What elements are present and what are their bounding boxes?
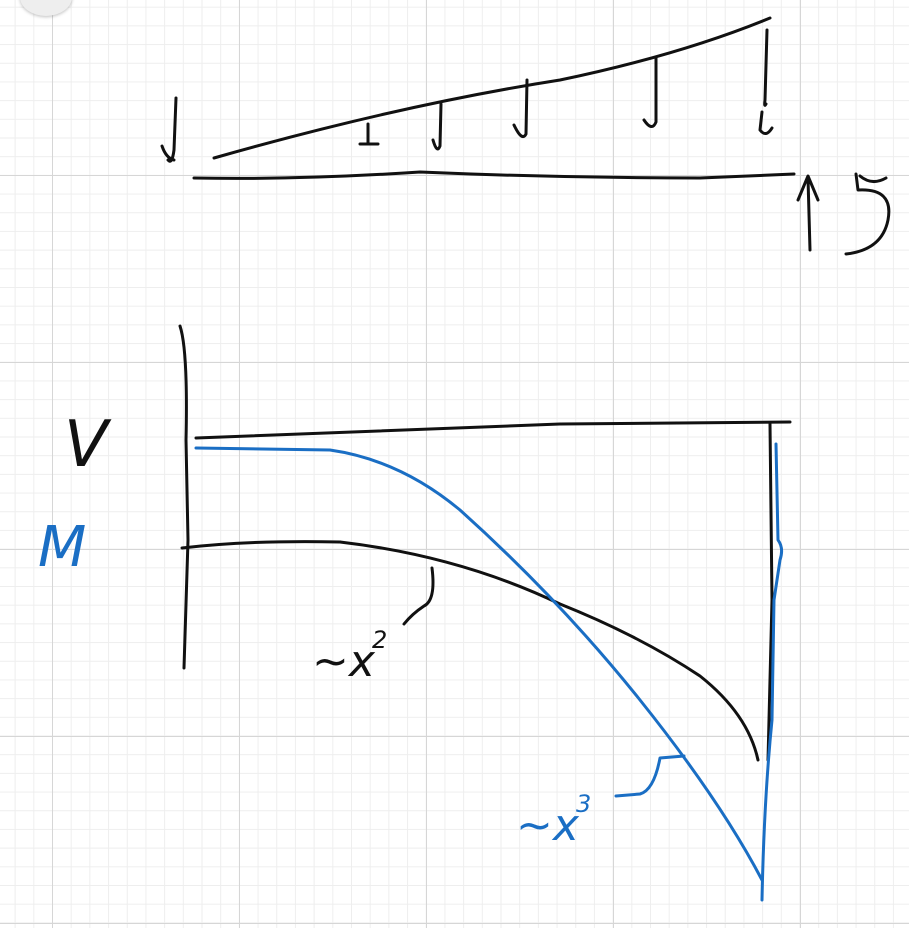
shear-right-edge <box>766 422 774 762</box>
moment-leader-line <box>614 754 686 798</box>
shear-curve <box>338 540 760 762</box>
shear-leader-line <box>402 566 435 626</box>
shear-trend-exponent: 2 <box>372 626 387 654</box>
shear-moment-plot <box>178 324 792 902</box>
load-arrow <box>758 28 774 135</box>
shear-trend-label: ~x <box>312 636 376 687</box>
shear-label: V <box>64 408 112 482</box>
load-arrow <box>642 56 658 128</box>
load-arrow <box>431 102 443 151</box>
load-arrow <box>358 122 380 146</box>
reaction-arrow <box>796 174 820 252</box>
corner-button[interactable] <box>20 0 72 16</box>
shear-baseline-top <box>194 420 792 440</box>
reaction-moment-arrow <box>844 172 891 256</box>
moment-trend-label: ~x <box>516 800 580 851</box>
vertical-axis <box>178 324 190 670</box>
moment-right-edge <box>760 442 784 902</box>
moment-trend-exponent: 3 <box>576 790 591 818</box>
point-load-arrow <box>160 96 178 163</box>
beam-loading-sketch <box>160 16 891 256</box>
load-arrow <box>512 78 529 138</box>
moment-baseline <box>180 540 342 550</box>
moment-label: M <box>38 515 86 580</box>
beam-line <box>192 170 796 180</box>
load-envelope-line <box>212 16 772 160</box>
moment-curve <box>194 446 764 882</box>
